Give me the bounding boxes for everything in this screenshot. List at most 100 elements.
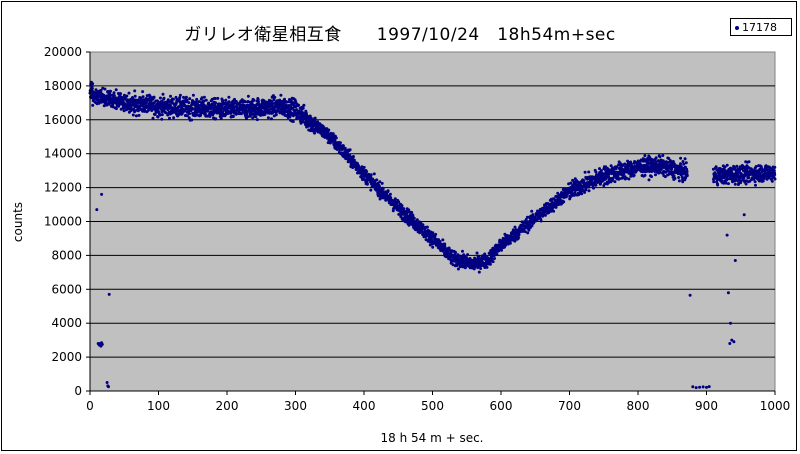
data-point	[224, 98, 228, 102]
data-point	[639, 164, 643, 168]
data-point	[726, 291, 730, 295]
data-point	[650, 175, 653, 179]
y-tick-label: 20000	[44, 45, 82, 59]
data-point	[190, 118, 194, 122]
data-point	[773, 165, 777, 169]
data-point	[164, 111, 168, 115]
data-point	[615, 165, 619, 169]
data-point	[112, 91, 116, 95]
data-point	[246, 94, 250, 98]
y-tick-label: 12000	[44, 181, 82, 195]
data-point	[530, 224, 534, 228]
data-point	[386, 189, 390, 193]
data-point	[231, 114, 235, 118]
data-point	[564, 195, 568, 199]
data-point	[466, 253, 470, 257]
data-point	[378, 180, 382, 184]
data-point	[239, 112, 243, 116]
data-point	[102, 104, 106, 108]
y-tick-label: 0	[74, 384, 82, 398]
data-point	[772, 169, 776, 173]
data-point	[454, 251, 458, 254]
data-point	[266, 116, 270, 120]
data-point	[500, 248, 503, 252]
data-point	[343, 146, 347, 150]
data-point	[654, 173, 657, 177]
data-point	[707, 385, 711, 389]
data-point	[681, 160, 685, 163]
data-point	[724, 181, 728, 185]
data-point	[594, 170, 598, 174]
data-point	[677, 179, 681, 183]
data-point	[688, 293, 692, 297]
data-point	[219, 116, 223, 120]
data-point	[443, 242, 447, 246]
data-point	[219, 107, 223, 111]
data-point	[698, 385, 702, 389]
data-point	[679, 156, 683, 160]
data-point	[162, 96, 166, 100]
data-point	[526, 231, 530, 235]
data-point	[141, 95, 145, 99]
data-point	[407, 210, 411, 214]
data-point	[105, 381, 109, 384]
data-point	[479, 267, 483, 270]
data-point	[119, 92, 122, 96]
data-point	[773, 173, 777, 177]
data-point	[400, 204, 404, 208]
data-point	[313, 119, 317, 123]
data-point	[584, 188, 588, 192]
data-point	[200, 96, 204, 100]
x-tick-label: 400	[353, 399, 376, 413]
data-point	[725, 233, 729, 237]
data-point	[224, 113, 228, 117]
points-layer	[88, 80, 777, 390]
data-point	[263, 112, 267, 116]
data-point	[327, 128, 331, 132]
data-point	[297, 103, 301, 107]
data-point	[641, 157, 645, 161]
y-tick-label: 2000	[51, 350, 82, 364]
data-point	[375, 178, 379, 182]
data-point	[726, 182, 730, 186]
data-point	[195, 97, 199, 101]
data-point	[684, 161, 688, 165]
y-tick-label: 16000	[44, 113, 82, 127]
data-point	[141, 90, 145, 94]
data-point	[338, 141, 342, 145]
data-point	[607, 172, 611, 176]
data-point	[430, 238, 434, 242]
data-point	[168, 116, 171, 120]
data-point	[733, 182, 737, 186]
data-point	[94, 88, 98, 92]
data-point	[156, 115, 160, 119]
data-point	[152, 95, 156, 99]
data-point	[694, 386, 698, 390]
data-point	[664, 170, 668, 174]
y-tick-label: 6000	[51, 282, 82, 296]
data-point	[773, 177, 777, 181]
data-point	[571, 178, 575, 182]
data-point	[495, 253, 499, 256]
data-point	[313, 116, 317, 120]
data-point	[397, 200, 401, 204]
data-point	[431, 231, 435, 235]
data-point	[227, 100, 231, 104]
data-point	[661, 154, 665, 157]
data-point	[109, 89, 112, 93]
data-point	[463, 266, 467, 270]
data-point	[185, 114, 189, 118]
data-point	[751, 168, 755, 172]
data-point	[351, 165, 355, 169]
data-point	[274, 113, 278, 117]
data-point	[490, 257, 494, 261]
data-point	[550, 200, 554, 204]
data-point	[288, 114, 292, 118]
data-point	[734, 168, 738, 172]
data-point	[213, 97, 217, 100]
data-point	[729, 321, 732, 325]
data-point	[643, 154, 647, 158]
data-point	[133, 110, 136, 114]
data-point	[629, 174, 633, 178]
data-point	[648, 170, 651, 173]
